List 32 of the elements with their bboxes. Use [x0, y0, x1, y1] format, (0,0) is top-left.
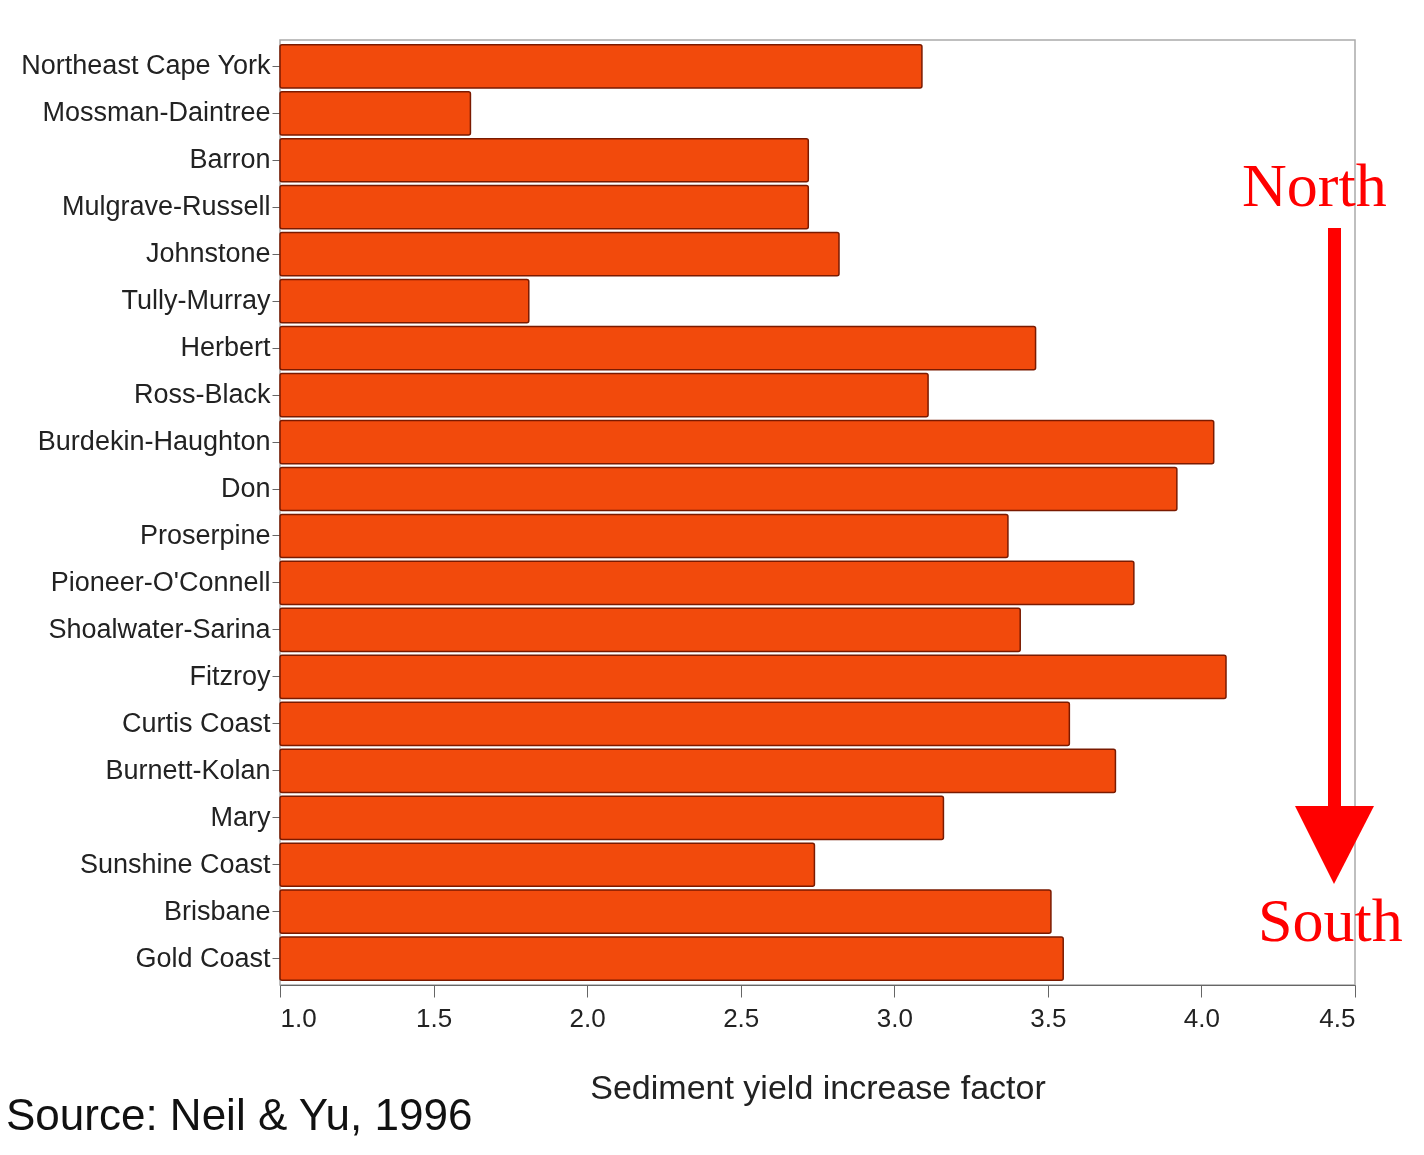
x-tick-label: 1.5 — [415, 1002, 453, 1033]
y-tick-label: Don — [220, 473, 271, 504]
x-tick-label: 3.0 — [876, 1002, 913, 1033]
y-tick-label: Tully-Murray — [121, 285, 271, 316]
y-tick-label: Proserpine — [139, 519, 271, 550]
x-tick-label: 3.5 — [1030, 1002, 1067, 1033]
y-tick-label: Shoalwater-Sarina — [48, 613, 272, 644]
x-tick-label: 4.5 — [1319, 1002, 1356, 1033]
x-tick-label: 1.0 — [280, 1002, 317, 1033]
y-tick-label: Herbert — [180, 332, 271, 363]
y-tick-label: Barron — [189, 144, 271, 175]
y-tick-label: Brisbane — [163, 895, 271, 926]
annotation: South — [1258, 885, 1403, 956]
y-tick-label: Mossman-Daintree — [42, 97, 271, 128]
y-tick-label: Mary — [210, 801, 271, 832]
x-tick-label: 2.5 — [723, 1002, 760, 1033]
y-tick-label: Burnett-Kolan — [105, 754, 271, 785]
x-axis-title: Sediment yield increase factor — [590, 1067, 1046, 1106]
y-tick-label: Curtis Coast — [121, 707, 271, 738]
y-tick-label: Gold Coast — [135, 942, 271, 973]
y-tick-label: Johnstone — [145, 238, 271, 269]
x-tick-label: 2.0 — [569, 1002, 606, 1033]
annotation: North — [1242, 150, 1387, 221]
y-tick-label: Burdekin-Haughton — [37, 426, 271, 457]
y-tick-label: Northeast Cape York — [21, 50, 271, 81]
y-tick-label: Mulgrave-Russell — [61, 191, 271, 222]
y-tick-label: Ross-Black — [133, 379, 271, 410]
y-tick-label: Sunshine Coast — [79, 848, 271, 879]
x-tick-label: 4.0 — [1183, 1002, 1221, 1033]
y-tick-label: Pioneer-O'Connell — [50, 566, 271, 597]
source-note: Source: Neil & Yu, 1996 — [6, 1090, 473, 1140]
y-tick-label: Fitzroy — [189, 660, 271, 691]
